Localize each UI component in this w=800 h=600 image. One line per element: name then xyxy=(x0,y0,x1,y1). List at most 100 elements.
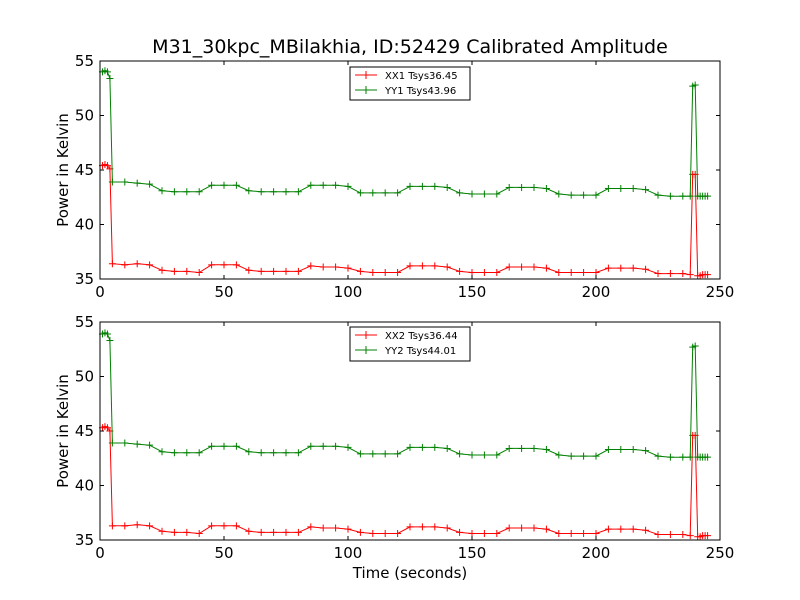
data-point xyxy=(542,446,550,454)
data-point xyxy=(604,264,612,272)
data-point xyxy=(146,522,154,530)
data-point xyxy=(106,337,114,345)
data-point xyxy=(456,267,464,275)
data-point xyxy=(555,190,563,198)
data-point xyxy=(679,270,687,278)
data-point xyxy=(282,188,290,196)
data-point xyxy=(431,523,439,531)
chart-panel-1: 0 50 100 150 200 250 35 40 45 50 55 Power in Kelvin… xyxy=(54,52,734,301)
data-point xyxy=(691,342,699,350)
data-point xyxy=(369,450,377,458)
data-point xyxy=(518,263,526,271)
data-point xyxy=(468,529,476,537)
data-point xyxy=(344,443,352,451)
data-point xyxy=(518,524,526,532)
data-point xyxy=(394,450,402,458)
data-point xyxy=(704,532,712,540)
data-point xyxy=(617,185,625,193)
data-point xyxy=(456,450,464,458)
data-point xyxy=(679,531,687,539)
data-point xyxy=(106,74,114,82)
series-line-1 xyxy=(102,164,708,277)
data-point xyxy=(418,182,426,190)
data-point xyxy=(108,439,116,447)
data-point xyxy=(121,522,129,530)
data-point xyxy=(456,528,464,536)
data-point xyxy=(381,268,389,276)
legend-marker xyxy=(362,86,370,94)
data-point xyxy=(394,268,402,276)
data-point xyxy=(319,524,327,532)
data-point xyxy=(493,268,501,276)
data-point xyxy=(642,265,650,273)
data-point xyxy=(518,183,526,191)
data-point xyxy=(195,449,203,457)
data-point xyxy=(294,449,302,457)
data-point xyxy=(103,68,111,76)
data-point xyxy=(319,263,327,271)
y-tick-label: 45 xyxy=(75,422,94,440)
data-point xyxy=(686,192,694,200)
data-point xyxy=(592,452,600,460)
data-point xyxy=(530,183,538,191)
data-point xyxy=(629,264,637,272)
data-point xyxy=(270,188,278,196)
data-point xyxy=(505,263,513,271)
data-point xyxy=(480,529,488,537)
data-point xyxy=(232,442,240,450)
legend-label: XX2 Tsys36.44 xyxy=(385,331,458,342)
data-point xyxy=(183,528,191,536)
y-tick-label: 50 xyxy=(75,107,94,125)
data-point xyxy=(381,450,389,458)
data-point xyxy=(257,528,265,536)
data-point xyxy=(679,453,687,461)
data-point xyxy=(617,264,625,272)
data-point xyxy=(369,189,377,197)
x-tick-label: 150 xyxy=(458,283,487,301)
data-point xyxy=(232,181,240,189)
data-point xyxy=(406,182,414,190)
data-point xyxy=(257,188,265,196)
data-point xyxy=(629,446,637,454)
data-point xyxy=(443,444,451,452)
data-point xyxy=(704,192,712,200)
data-point xyxy=(431,262,439,270)
data-point xyxy=(170,528,178,536)
data-point xyxy=(530,524,538,532)
data-point xyxy=(666,531,674,539)
data-point xyxy=(356,450,364,458)
data-point xyxy=(332,442,340,450)
data-point xyxy=(282,449,290,457)
data-point xyxy=(257,267,265,275)
y-axis-label: Power in Kelvin xyxy=(54,113,72,227)
data-point xyxy=(133,521,141,529)
data-point xyxy=(555,451,563,459)
data-point xyxy=(431,443,439,451)
data-point xyxy=(319,181,327,189)
data-point xyxy=(567,529,575,537)
data-point xyxy=(344,525,352,533)
data-point xyxy=(468,268,476,276)
data-point xyxy=(394,529,402,537)
data-point xyxy=(232,522,240,530)
x-tick-label: 100 xyxy=(334,283,363,301)
data-point xyxy=(704,271,712,279)
x-tick-label: 250 xyxy=(706,283,735,301)
data-point xyxy=(319,442,327,450)
data-point xyxy=(332,263,340,271)
data-point xyxy=(617,525,625,533)
legend-label: XX1 Tsys36.45 xyxy=(385,71,458,82)
data-point xyxy=(282,528,290,536)
data-point xyxy=(493,451,501,459)
data-point xyxy=(146,261,154,269)
data-point xyxy=(332,181,340,189)
data-point xyxy=(617,446,625,454)
data-point xyxy=(686,453,694,461)
data-point xyxy=(133,440,141,448)
data-point xyxy=(493,190,501,198)
y-tick-label: 35 xyxy=(75,531,94,549)
data-point xyxy=(580,191,588,199)
data-point xyxy=(406,443,414,451)
data-point xyxy=(642,447,650,455)
data-point xyxy=(369,268,377,276)
